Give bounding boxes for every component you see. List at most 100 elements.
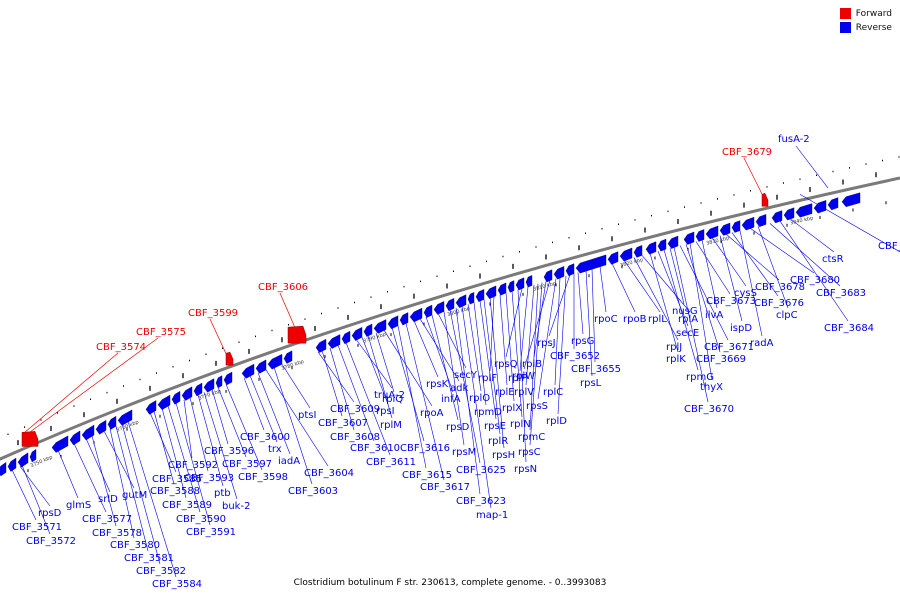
reverse-gene-label: CBF_3655	[571, 364, 621, 375]
reverse-leader-line	[525, 284, 535, 386]
reverse-gene-label: rpmG	[686, 372, 714, 383]
reverse-leader-line	[789, 218, 835, 253]
reverse-gene-block	[181, 386, 193, 401]
reverse-gene-label: rpsC	[518, 447, 541, 458]
reverse-gene-block	[497, 282, 507, 296]
kbp-label-text: 3830 kbp	[706, 235, 730, 246]
reverse-leader-line	[725, 233, 780, 281]
reverse-leader-line	[183, 399, 193, 459]
reverse-gene-label: CBF_3617	[420, 482, 470, 493]
reverse-gene-block	[783, 207, 795, 221]
reverse-leader-line	[673, 246, 709, 403]
reverse-leader-line	[109, 428, 135, 539]
forward-leader-line	[743, 157, 765, 199]
kbp-scale-label: 3780 kbp	[281, 359, 305, 372]
reverse-gene-block	[841, 192, 861, 207]
reverse-gene-label: CBF_3652	[550, 351, 600, 362]
reverse-leader-line	[585, 270, 593, 377]
reverse-gene-label: CBF_3673	[706, 296, 756, 307]
reverse-gene-block	[69, 430, 81, 446]
kbp-scale-label: 3820 kbp	[620, 257, 644, 269]
reverse-leader-line	[669, 248, 685, 305]
reverse-leader-line	[321, 350, 343, 417]
reverse-gene-label: CBF_3680	[790, 275, 840, 286]
reverse-leader-line	[443, 311, 465, 446]
reverse-gene-block	[327, 334, 341, 349]
forward-gene-block	[225, 351, 234, 366]
reverse-gene-label: CBF_3611	[366, 457, 416, 468]
reverse-gene-label: glmS	[66, 500, 91, 511]
reverse-gene-block	[795, 203, 813, 218]
reverse-gene-block	[543, 269, 553, 283]
reverse-gene-label: rpsJ	[537, 338, 556, 349]
reverse-leader-line	[419, 318, 460, 382]
reverse-gene-block	[731, 220, 741, 233]
reverse-gene-label: CBF_3578	[92, 528, 142, 539]
reverse-leader-line	[197, 394, 224, 487]
reverse-leader-line	[203, 392, 238, 500]
reverse-gene-label: CBF_3589	[162, 500, 212, 511]
reverse-gene-block	[283, 350, 293, 364]
reverse-leader-line	[641, 255, 691, 313]
forward-gene-label: CBF_3679	[722, 147, 772, 158]
reverse-leader-line	[739, 230, 763, 337]
reverse-gene-block	[267, 353, 283, 370]
reverse-gene-label: CBF_3588	[150, 486, 200, 497]
reverse-gene-label: CBF_3616	[400, 443, 450, 454]
reverse-gene-block	[409, 307, 423, 323]
reverse-gene-label: CBF_3572	[26, 536, 76, 547]
reverse-gene-label: rplB	[522, 359, 542, 370]
reverse-gene-label: rplP	[508, 373, 527, 384]
reverse-gene-label: rpoB	[623, 314, 647, 325]
reverse-leader-line	[355, 339, 393, 389]
reverse-gene-block	[475, 289, 485, 302]
reverse-gene-label: CBF_3678	[755, 282, 805, 293]
reverse-gene-label: ptb	[214, 488, 231, 499]
reverse-gene-block	[241, 363, 255, 379]
reverse-gene-label: rplC	[543, 387, 563, 398]
reverse-gene-block	[607, 251, 619, 265]
reverse-gene-label: gutM	[122, 490, 147, 501]
reverse-leader-line	[483, 299, 501, 435]
reverse-leader-line	[281, 364, 311, 409]
reverse-gene-label: rplV	[514, 387, 534, 398]
reverse-gene-label: CBF_3597	[222, 459, 272, 470]
reverse-leader-line	[467, 304, 482, 392]
reverse-leader-line	[329, 347, 355, 431]
reverse-leader-line	[611, 263, 636, 313]
reverse-leader-line	[533, 281, 547, 358]
kbp-label-text: 3780 kbp	[281, 359, 305, 372]
legend-label-reverse: Reverse	[855, 22, 892, 33]
reverse-leader-line	[529, 282, 543, 446]
reverse-leader-line	[243, 377, 265, 431]
reverse-gene-label: CBF_3671	[704, 342, 754, 353]
reverse-gene-block	[95, 419, 107, 435]
reverse-leader-line	[317, 351, 355, 403]
reverse-gene-label: CBF_3603	[288, 486, 338, 497]
reverse-gene-label: srlD	[98, 494, 118, 505]
reverse-gene-block	[171, 390, 181, 405]
reverse-leader-line	[391, 327, 425, 442]
reverse-gene-label: CBF_3592	[168, 460, 218, 471]
reverse-gene-block	[117, 409, 133, 426]
reverse-leader-line	[425, 316, 454, 393]
forward-gene-block	[287, 325, 307, 344]
legend-item-reverse: Reverse	[839, 22, 892, 33]
reverse-gene-label: iadA	[278, 456, 300, 467]
reverse-gene-block	[351, 326, 363, 341]
reverse-leader-line	[663, 249, 699, 371]
reverse-gene-block	[363, 323, 373, 337]
reverse-gene-block	[433, 301, 445, 315]
reverse-leader-line	[413, 320, 439, 378]
reverse-gene-block	[445, 298, 455, 312]
reverse-gene-label: rplQ	[382, 394, 403, 405]
reverse-gene-block	[741, 216, 755, 231]
reverse-gene-label: rplD	[546, 416, 567, 427]
reverse-gene-block	[81, 424, 95, 441]
reverse-leader-line	[449, 309, 481, 464]
reverse-leader-line	[189, 397, 209, 472]
reverse-gene-block	[565, 263, 575, 277]
reverse-gene-block	[157, 394, 171, 410]
reverse-leader-line	[591, 268, 596, 363]
reverse-gene-label: rplF	[478, 373, 497, 384]
